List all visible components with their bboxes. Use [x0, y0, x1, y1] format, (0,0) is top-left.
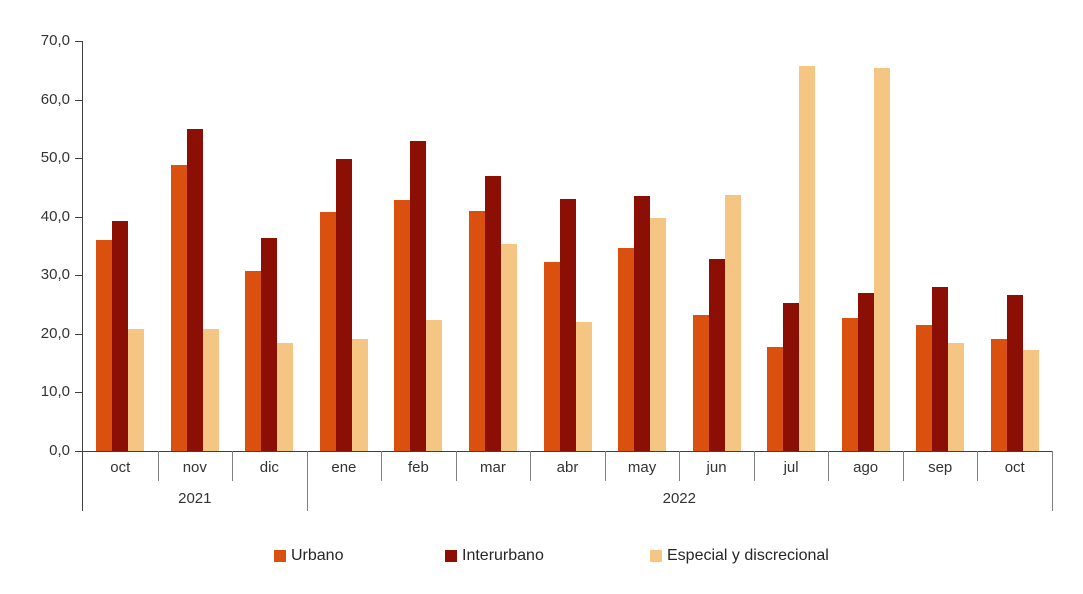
y-tick-mark: [75, 275, 83, 277]
bar-urbano-may-2022: [618, 247, 635, 451]
bar-urbano-oct-2021: [96, 239, 113, 451]
bar-urbano-oct-2022: [990, 339, 1007, 451]
bar-interurbano-abr-2022: [559, 198, 576, 451]
bar-especial-y-discrecional-mar-2022: [500, 244, 517, 451]
y-tick-mark: [75, 216, 83, 218]
month-separator: [977, 451, 979, 481]
y-tick-label: 60,0: [40, 90, 70, 108]
y-tick-label: 50,0: [40, 149, 70, 167]
month-separator: [679, 451, 681, 481]
x-tick-label: oct: [1004, 459, 1025, 476]
y-tick-label: 0,0: [49, 442, 70, 459]
bar-interurbano-jun-2022: [708, 259, 725, 451]
legend-swatch-urbano-icon: [274, 550, 286, 562]
bar-urbano-ago-2022: [841, 318, 858, 451]
legend-item-interurbano: Interurbano: [445, 547, 544, 565]
bar-urbano-nov-2021: [170, 165, 187, 451]
legend-label: Urbano: [291, 547, 344, 564]
y-tick-mark: [75, 333, 83, 335]
year-separator: [306, 451, 308, 511]
month-separator: [381, 451, 383, 481]
y-axis-line: [82, 41, 83, 511]
month-separator: [455, 451, 457, 481]
year-label: 2021: [178, 490, 212, 507]
bar-urbano-jul-2022: [767, 346, 784, 451]
x-tick-label: ago: [853, 459, 879, 476]
month-separator: [157, 451, 159, 481]
year-label: 2022: [662, 490, 696, 507]
bar-interurbano-ago-2022: [857, 293, 874, 451]
bar-interurbano-mar-2022: [484, 176, 501, 451]
x-tick-label: mar: [480, 459, 506, 476]
bar-interurbano-sep-2022: [932, 287, 949, 451]
x-tick-label: abr: [556, 459, 579, 476]
bar-especial-y-discrecional-sep-2022: [948, 343, 965, 451]
legend-label: Interurbano: [462, 547, 544, 564]
x-tick-label: feb: [407, 459, 429, 476]
bar-especial-y-discrecional-abr-2022: [575, 321, 592, 451]
y-tick-label: 70,0: [40, 32, 70, 49]
bar-urbano-jun-2022: [692, 314, 709, 451]
y-tick-label: 40,0: [40, 207, 70, 225]
x-tick-label: nov: [182, 459, 207, 476]
bar-interurbano-feb-2022: [410, 141, 427, 451]
bar-urbano-dic-2021: [245, 271, 262, 451]
bar-especial-y-discrecional-feb-2022: [426, 319, 443, 451]
y-tick-label: 30,0: [40, 266, 70, 284]
x-axis-line: [83, 451, 1052, 452]
y-tick-mark: [75, 392, 83, 394]
bar-especial-y-discrecional-oct-2022: [1022, 350, 1039, 451]
y-tick-mark: [75, 41, 83, 42]
year-separator: [1052, 451, 1053, 511]
legend-label: Especial y discrecional: [667, 547, 829, 564]
bar-interurbano-jul-2022: [783, 303, 800, 451]
x-tick-label: oct: [110, 459, 131, 476]
x-tick-label: may: [627, 459, 657, 476]
y-tick-mark: [75, 99, 83, 101]
x-tick-label: dic: [259, 459, 279, 476]
month-separator: [530, 451, 532, 481]
month-separator: [902, 451, 904, 481]
bar-especial-y-discrecional-ago-2022: [873, 67, 890, 451]
bar-interurbano-oct-2021: [112, 220, 129, 451]
x-tick-label: ene: [331, 459, 357, 476]
bar-interurbano-ene-2022: [335, 158, 352, 451]
month-separator: [753, 451, 755, 481]
bar-especial-y-discrecional-may-2022: [650, 217, 667, 451]
bar-especial-y-discrecional-oct-2021: [128, 328, 145, 451]
legend-swatch-especial-y-discrecional-icon: [650, 550, 662, 562]
x-tick-label: sep: [928, 459, 953, 476]
x-tick-label: jul: [783, 459, 799, 476]
bar-urbano-ene-2022: [319, 212, 336, 451]
bar-urbano-abr-2022: [543, 261, 560, 451]
legend-item-urbano: Urbano: [274, 547, 343, 565]
y-tick-label: 10,0: [40, 383, 70, 401]
bar-especial-y-discrecional-jun-2022: [724, 195, 741, 451]
bar-especial-y-discrecional-dic-2021: [277, 342, 294, 451]
bar-interurbano-dic-2021: [261, 237, 278, 451]
bar-interurbano-nov-2021: [186, 128, 203, 451]
legend-item-especial-y-discrecional: Especial y discrecional: [650, 547, 829, 565]
month-separator: [604, 451, 606, 481]
bar-interurbano-oct-2022: [1006, 295, 1023, 451]
y-tick-mark: [75, 451, 83, 452]
bar-urbano-mar-2022: [468, 211, 485, 451]
legend-swatch-interurbano-icon: [445, 550, 457, 562]
x-tick-label: jun: [706, 459, 727, 476]
bar-urbano-sep-2022: [916, 325, 933, 451]
bar-interurbano-may-2022: [634, 196, 651, 451]
bar-especial-y-discrecional-nov-2021: [202, 328, 219, 451]
bar-especial-y-discrecional-jul-2022: [799, 65, 816, 451]
month-separator: [232, 451, 234, 481]
y-tick-label: 20,0: [40, 324, 70, 342]
y-tick-mark: [75, 158, 83, 160]
month-separator: [828, 451, 830, 481]
bar-urbano-feb-2022: [394, 200, 411, 451]
bar-especial-y-discrecional-ene-2022: [351, 339, 368, 451]
